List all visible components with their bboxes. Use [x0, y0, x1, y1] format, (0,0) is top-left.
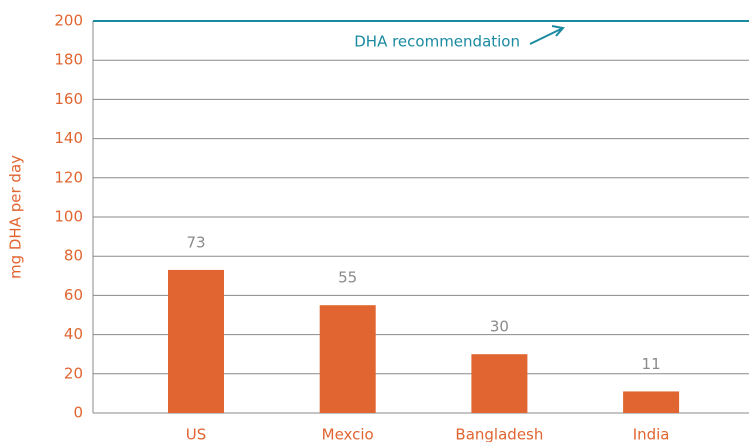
y-tick-label: 140: [54, 129, 83, 147]
data-label: 73: [186, 233, 205, 251]
data-label: 30: [490, 318, 509, 336]
y-tick-label: 100: [54, 208, 83, 226]
x-tick-label: Mexcio: [322, 426, 374, 442]
y-tick-label: 0: [73, 404, 83, 422]
y-tick-label: 120: [54, 168, 83, 186]
bar: [168, 269, 224, 413]
x-tick-label: US: [186, 426, 207, 442]
x-tick-label: India: [633, 426, 670, 442]
reference-label: DHA recommendation: [354, 33, 520, 51]
y-tick-label: 60: [64, 286, 83, 304]
data-label: 55: [338, 269, 357, 287]
y-tick-label: 180: [54, 51, 83, 69]
y-tick-label: 20: [64, 364, 83, 382]
annotation-arrow: [529, 25, 565, 45]
y-tick-label: 160: [54, 90, 83, 108]
y-axis-label: mg DHA per day: [7, 155, 25, 279]
bar: [319, 305, 376, 413]
y-tick-label: 80: [64, 247, 83, 265]
bar: [471, 354, 528, 413]
bar: [623, 391, 680, 413]
data-label: 11: [642, 355, 661, 373]
y-tick-label: 200: [54, 12, 83, 30]
x-tick-label: Bangladesh: [455, 426, 543, 442]
y-tick-label: 40: [64, 325, 83, 343]
